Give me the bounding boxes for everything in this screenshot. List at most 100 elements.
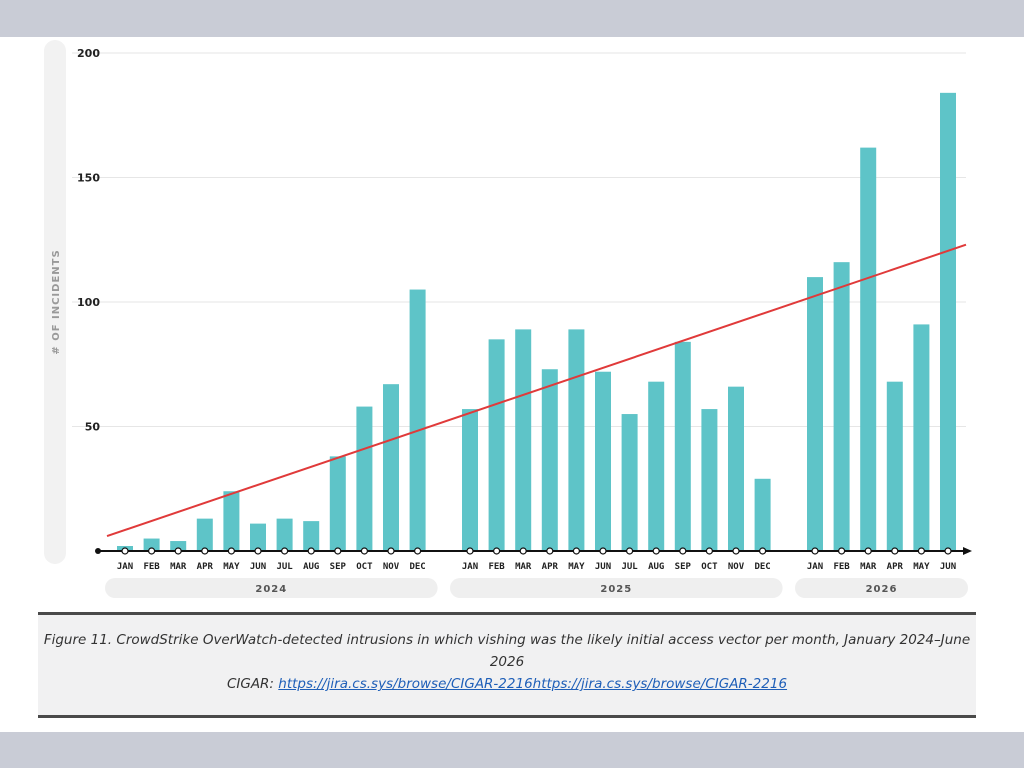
bar xyxy=(250,523,266,551)
cigar-link[interactable]: https://jira.cs.sys/browse/CIGAR-2216htt… xyxy=(278,676,788,692)
bar xyxy=(913,324,930,551)
x-tick-marker xyxy=(414,547,422,555)
x-tick-marker xyxy=(466,547,474,555)
x-tick-label: MAR xyxy=(170,562,187,572)
x-tick-marker xyxy=(148,547,156,555)
y-tick-label: 100 xyxy=(77,296,100,309)
bar xyxy=(568,329,585,551)
x-tick-marker xyxy=(679,547,687,555)
x-tick-label: OCT xyxy=(701,562,718,572)
x-tick-label: MAR xyxy=(860,562,877,572)
x-tick-marker xyxy=(572,547,581,555)
x-tick-marker xyxy=(519,547,527,555)
bar xyxy=(383,384,399,551)
bar xyxy=(303,521,320,551)
trend-line-path xyxy=(106,243,967,538)
bar xyxy=(886,381,903,551)
x-tick-marker xyxy=(546,547,554,555)
bar xyxy=(860,147,877,551)
cigar-label: CIGAR: xyxy=(226,676,279,692)
y-tick-labels: 50 100 150 200 xyxy=(77,47,100,434)
year-label: 2025 xyxy=(600,584,632,595)
y-tick-label: 50 xyxy=(85,421,101,434)
year-group-pill xyxy=(795,578,968,598)
x-tick-marker xyxy=(334,547,342,555)
bar xyxy=(833,262,850,551)
x-tick-marker xyxy=(227,547,235,555)
x-tick-label: AUG xyxy=(648,562,664,572)
year-label: 2024 xyxy=(255,584,287,595)
bar xyxy=(541,369,558,551)
bar xyxy=(223,491,240,551)
x-tick-label: DEC xyxy=(754,562,770,572)
bar xyxy=(648,381,665,551)
top-band xyxy=(0,0,1024,37)
x-axis-start-dot xyxy=(95,548,101,554)
year-group-pill xyxy=(105,578,438,598)
bar xyxy=(196,518,213,551)
x-tick-label: FEB xyxy=(488,562,505,572)
x-tick-marker xyxy=(864,547,872,555)
x-tick-label: FEB xyxy=(833,562,850,572)
x-tick-marker xyxy=(705,547,714,555)
x-tick-label: NOV xyxy=(728,562,745,572)
bar xyxy=(940,92,956,551)
x-tick-label: JUL xyxy=(621,562,638,572)
x-tick-label: AUG xyxy=(303,562,319,572)
x-tick-label: MAY xyxy=(223,562,240,572)
x-tick-marker xyxy=(732,547,740,555)
y-tick-label: 200 xyxy=(77,47,100,60)
x-tick-marker xyxy=(121,547,129,555)
bar xyxy=(462,409,478,551)
x-tick-label: JUN xyxy=(250,562,266,572)
x-tick-marker xyxy=(254,547,262,555)
x-tick-marker xyxy=(891,547,899,555)
y-axis-label-pill xyxy=(44,40,66,564)
x-tick-label: MAY xyxy=(568,562,585,572)
bar xyxy=(807,277,823,551)
bar xyxy=(143,538,160,551)
x-tick-marker xyxy=(387,547,395,555)
x-tick-marker xyxy=(758,547,767,555)
x-tick-label: APR xyxy=(887,562,904,572)
x-tick-label: SEP xyxy=(675,562,692,572)
x-tick-label: APR xyxy=(542,562,559,572)
bar xyxy=(409,289,426,551)
x-tick-label: OCT xyxy=(356,562,373,572)
year-label: 2026 xyxy=(866,584,898,595)
x-tick-marker xyxy=(201,547,209,555)
caption-text: Figure 11. CrowdStrike OverWatch-detecte… xyxy=(43,632,971,670)
x-tick-marker xyxy=(493,547,501,555)
year-groups: 2024 2025 2026 xyxy=(105,578,968,598)
x-tick-marker xyxy=(625,547,634,555)
x-axis-arrowhead xyxy=(963,547,972,555)
x-tick-label: JAN xyxy=(807,562,823,572)
x-tick-label: MAY xyxy=(913,562,930,572)
x-tick-marker xyxy=(652,547,660,555)
x-tick-marker xyxy=(917,547,926,555)
x-tick-label: MAR xyxy=(515,562,532,572)
x-tick-label: JUL xyxy=(276,562,293,572)
x-tick-marker xyxy=(360,547,368,555)
caption-cigar-line: CIGAR: https://jira.cs.sys/browse/CIGAR-… xyxy=(38,673,976,695)
bars xyxy=(117,92,956,551)
x-tick-marker xyxy=(944,547,952,555)
figure-caption: Figure 11. CrowdStrike OverWatch-detecte… xyxy=(38,612,976,718)
y-tick-label: 150 xyxy=(77,172,100,185)
y-axis-label: # OF INCIDENTS xyxy=(51,249,62,354)
x-tick-label: SEP xyxy=(330,562,347,572)
x-tick-marker xyxy=(837,547,846,555)
x-axis xyxy=(95,547,972,555)
bar xyxy=(701,409,718,551)
bar xyxy=(621,414,638,551)
bar xyxy=(728,386,744,551)
x-tick-label: JAN xyxy=(462,562,478,572)
x-tick-marker xyxy=(281,547,289,555)
x-tick-label: JAN xyxy=(117,562,133,572)
year-group-pill xyxy=(450,578,783,598)
x-tick-label: NOV xyxy=(383,562,400,572)
bar xyxy=(595,371,611,551)
bar xyxy=(329,456,346,551)
bottom-band xyxy=(0,732,1024,768)
bar xyxy=(674,341,691,551)
